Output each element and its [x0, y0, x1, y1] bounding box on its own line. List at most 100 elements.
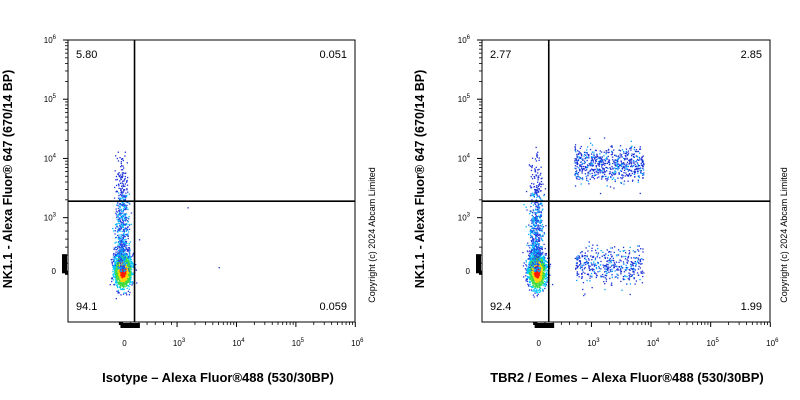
event-dot	[620, 170, 623, 172]
event-dot	[531, 249, 533, 251]
event-dot	[601, 178, 603, 180]
event-dot	[115, 251, 117, 253]
x-axis-label-left: Isotype – Alexa Fluor®488 (530/30BP)	[102, 370, 334, 385]
event-dot	[534, 202, 536, 205]
event-dot	[118, 172, 120, 174]
event-dot	[119, 266, 122, 268]
event-dot	[581, 170, 583, 172]
event-dot	[125, 238, 127, 241]
event-dot	[579, 261, 582, 263]
event-dot	[583, 168, 585, 170]
event-dot	[126, 285, 128, 287]
event-dot	[121, 241, 123, 244]
event-dot	[540, 219, 542, 221]
event-dot	[539, 257, 542, 259]
event-dot	[125, 219, 127, 221]
event-dot	[594, 156, 596, 158]
event-dot	[602, 264, 604, 266]
event-dot	[604, 288, 606, 291]
event-dot	[581, 177, 584, 179]
event-dot	[117, 272, 119, 274]
event-dot	[637, 163, 639, 165]
event-dot	[120, 217, 122, 219]
event-dot	[130, 266, 132, 268]
event-dot	[540, 210, 542, 213]
event-dot	[124, 205, 126, 207]
event-dot	[530, 281, 532, 283]
event-dot	[528, 268, 530, 270]
event-dot	[533, 239, 535, 241]
event-dot	[127, 269, 130, 271]
event-dot	[616, 163, 618, 165]
event-dot	[118, 283, 121, 285]
event-dot	[588, 245, 590, 247]
event-dot	[127, 217, 129, 219]
event-dot	[616, 269, 618, 271]
event-dot	[118, 223, 121, 225]
event-dot	[130, 265, 132, 268]
event-dot	[535, 280, 537, 283]
event-dot	[638, 156, 641, 159]
event-dot	[129, 271, 131, 274]
event-dot	[582, 178, 584, 181]
event-dot	[544, 257, 546, 259]
event-dot	[119, 237, 121, 239]
event-dot	[128, 266, 130, 268]
event-dot	[593, 178, 596, 180]
event-dot	[527, 270, 529, 272]
event-dot	[633, 171, 635, 173]
event-dot	[603, 137, 606, 139]
event-dot	[545, 275, 547, 277]
event-dot	[117, 271, 119, 274]
event-dot	[122, 236, 125, 238]
event-dot	[119, 280, 121, 282]
event-dot	[544, 278, 546, 280]
event-dot	[607, 178, 609, 180]
event-dot	[535, 215, 537, 217]
event-dot	[539, 222, 542, 224]
event-dot	[588, 155, 590, 157]
event-dot	[543, 266, 545, 268]
event-dot	[577, 150, 579, 152]
event-dot	[595, 170, 597, 172]
event-dot	[532, 269, 535, 271]
event-dot	[574, 173, 576, 175]
event-dot	[589, 178, 591, 180]
event-dot	[124, 185, 126, 187]
event-dot	[127, 235, 129, 237]
event-dot	[127, 262, 129, 264]
event-dot	[587, 154, 589, 156]
event-dot	[626, 175, 628, 177]
event-dot	[529, 255, 531, 258]
event-dot	[600, 161, 602, 163]
event-dot	[536, 156, 538, 158]
event-dot	[128, 274, 130, 276]
event-dot	[582, 168, 584, 170]
event-dot	[544, 276, 546, 278]
event-dot	[120, 162, 122, 165]
event-dot	[588, 183, 590, 185]
event-dot	[118, 255, 121, 257]
event-dot	[124, 269, 126, 271]
event-dot	[540, 237, 542, 239]
event-dot	[549, 263, 552, 265]
event-dot	[115, 236, 118, 239]
event-dot	[610, 154, 613, 156]
event-dot	[625, 168, 627, 171]
event-dot	[638, 175, 640, 177]
event-dot	[532, 268, 534, 270]
event-dot	[120, 273, 123, 275]
event-dot	[124, 207, 126, 209]
event-dot	[626, 154, 628, 156]
event-dot	[117, 281, 119, 283]
event-dot	[112, 227, 114, 230]
event-dot	[117, 183, 120, 185]
event-dots	[109, 151, 220, 300]
event-dot	[115, 258, 117, 260]
event-dot	[598, 160, 601, 163]
event-dot	[119, 265, 121, 268]
event-dot	[539, 271, 541, 273]
event-dot	[531, 276, 533, 278]
event-dot	[534, 275, 536, 278]
event-dot	[643, 172, 645, 174]
